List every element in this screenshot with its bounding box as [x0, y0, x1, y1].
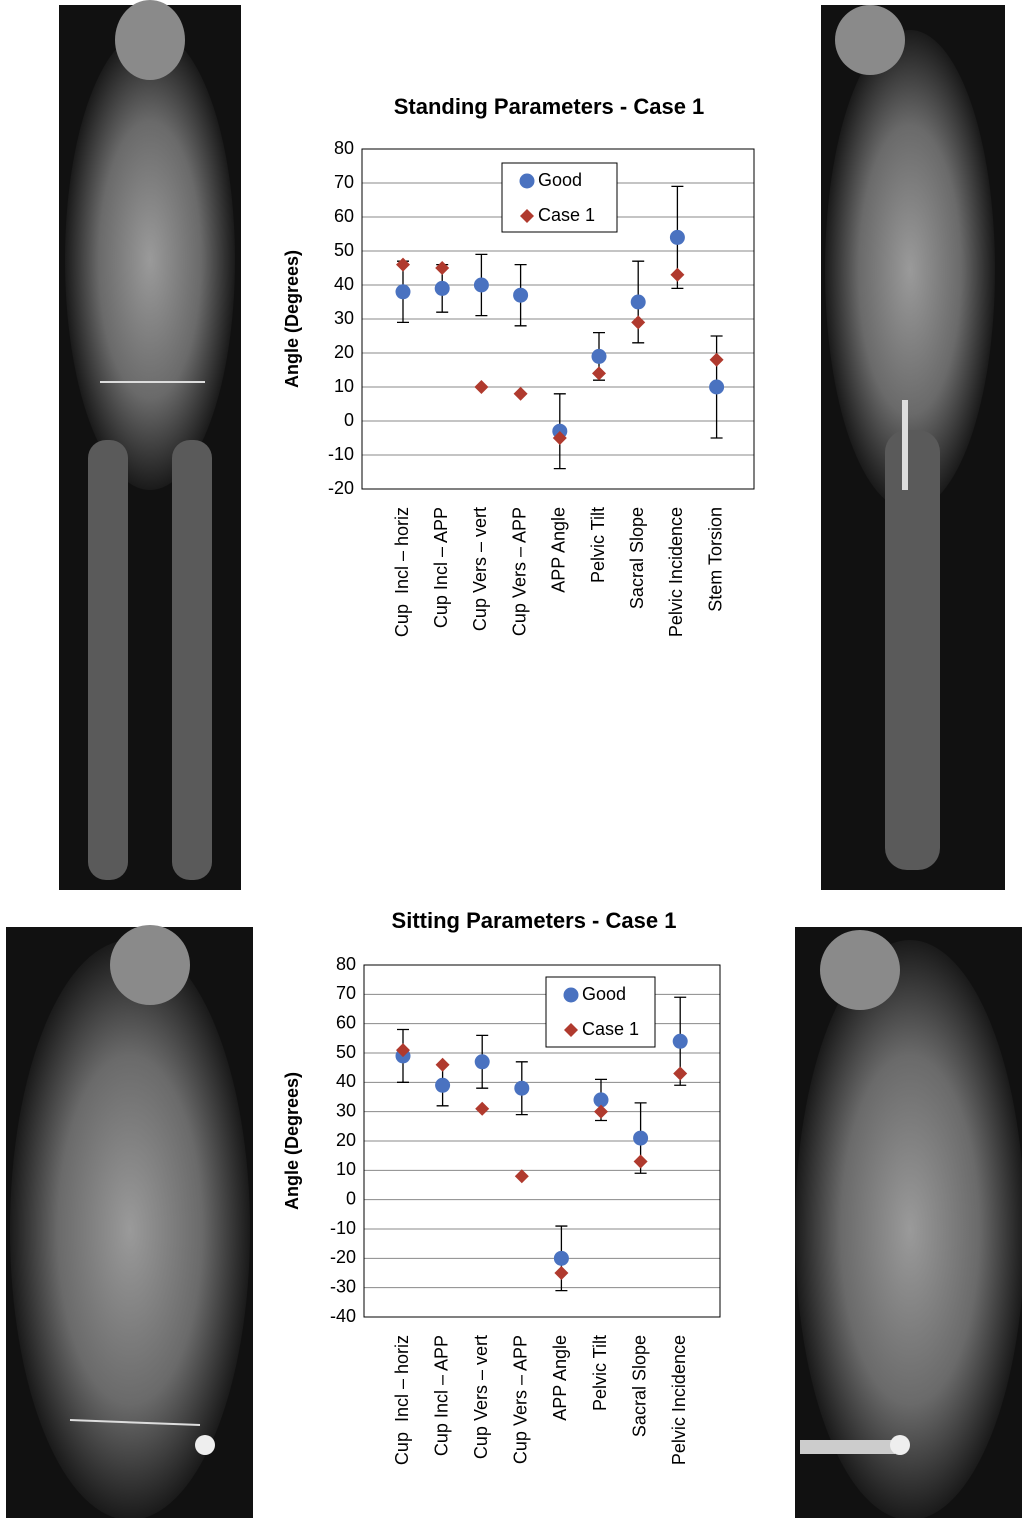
data-point [552, 431, 567, 445]
data-point [473, 277, 489, 293]
legend-label: Case 1 [582, 1019, 639, 1039]
y-tick-label: -20 [328, 478, 354, 498]
x-tick-label: Cup Incl – horiz [392, 507, 412, 637]
chart-title: Standing Parameters - Case 1 [394, 94, 705, 119]
y-tick-label: 30 [336, 1100, 356, 1120]
chart-title: Sitting Parameters - Case 1 [392, 908, 677, 933]
data-point [520, 209, 534, 223]
data-point [709, 379, 725, 395]
y-tick-label: 10 [336, 1159, 356, 1179]
legend-label: Good [538, 170, 582, 190]
data-point [564, 1023, 578, 1037]
data-point [709, 352, 724, 367]
data-point [396, 1043, 410, 1058]
y-tick-label: 0 [344, 410, 354, 430]
data-point [474, 380, 489, 394]
x-tick-label: Cup Vers – vert [471, 1335, 491, 1459]
data-point [630, 294, 646, 310]
y-tick-label: 80 [334, 138, 354, 158]
x-tick-label: Cup Vers – APP [511, 1335, 531, 1464]
y-tick-label: 50 [334, 240, 354, 260]
x-tick-label: Sacral Slope [629, 1335, 649, 1437]
data-point [670, 267, 685, 282]
legend-box [501, 162, 618, 233]
y-tick-label: 60 [336, 1012, 356, 1032]
chart: Standing Parameters - Case 1 Angle (Degre… [282, 94, 755, 637]
data-point [475, 1101, 490, 1116]
x-tick-label: Stem Torsion [705, 507, 725, 612]
x-tick-label: Cup Incl – horiz [392, 1335, 412, 1465]
y-tick-label: -10 [328, 444, 354, 464]
data-point [563, 987, 579, 1003]
data-point [513, 386, 528, 401]
xray-side-sitting [795, 927, 1022, 1518]
y-axis-title: Angle (Degrees) [282, 250, 302, 388]
data-point [631, 315, 646, 330]
legend-label: Good [582, 984, 626, 1004]
y-tick-label: 40 [336, 1071, 356, 1091]
data-point [513, 287, 529, 303]
legend-label: Case 1 [538, 205, 595, 225]
legend-box [545, 976, 656, 1048]
data-point [514, 1080, 530, 1096]
chart: Sitting Parameters - Case 1 Angle (Degree… [282, 908, 721, 1465]
data-point [553, 1250, 569, 1266]
data-point [435, 261, 450, 275]
y-tick-label: -30 [330, 1276, 356, 1296]
data-point [591, 348, 607, 364]
xray-side-standing [821, 5, 1005, 890]
x-tick-label: Pelvic Incidence [666, 507, 686, 637]
y-tick-label: 20 [336, 1130, 356, 1150]
data-point [669, 229, 685, 245]
x-tick-label: APP Angle [550, 1335, 570, 1421]
y-tick-label: 70 [334, 172, 354, 192]
xray-front-sitting [6, 925, 253, 1518]
x-tick-label: Cup Incl – APP [431, 1335, 451, 1456]
x-tick-label: Pelvic Tilt [588, 507, 608, 583]
data-point [435, 1057, 450, 1072]
y-tick-label: 80 [336, 954, 356, 974]
data-point [519, 173, 535, 189]
x-tick-label: Pelvic Incidence [669, 1335, 689, 1465]
data-point [395, 284, 411, 300]
data-point [672, 1033, 688, 1049]
x-tick-label: Cup Incl – APP [431, 507, 451, 628]
xray-front-standing [59, 0, 241, 890]
y-tick-label: -20 [330, 1247, 356, 1267]
data-point [514, 1169, 529, 1184]
y-tick-label: 40 [334, 274, 354, 294]
data-point [593, 1092, 609, 1108]
data-point [435, 1077, 451, 1093]
y-axis-title: Angle (Degrees) [282, 1072, 302, 1210]
data-point [673, 1066, 688, 1081]
x-tick-label: Cup Vers – vert [470, 507, 490, 631]
x-tick-label: Sacral Slope [627, 507, 647, 609]
plot-frame [361, 148, 755, 490]
y-tick-label: -10 [330, 1218, 356, 1238]
data-point [633, 1154, 648, 1169]
y-tick-label: 10 [334, 376, 354, 396]
data-point [633, 1130, 649, 1146]
plot-frame [363, 964, 721, 1318]
y-tick-label: 70 [336, 983, 356, 1003]
data-point [474, 1054, 490, 1070]
y-tick-label: -40 [330, 1306, 356, 1326]
y-tick-label: 0 [346, 1188, 356, 1208]
y-tick-label: 60 [334, 206, 354, 226]
data-point [554, 1266, 569, 1280]
x-tick-label: Pelvic Tilt [590, 1335, 610, 1411]
y-tick-label: 30 [334, 308, 354, 328]
x-tick-label: Cup Vers – APP [509, 507, 529, 636]
data-point [592, 366, 606, 381]
y-tick-label: 20 [334, 342, 354, 362]
x-tick-label: APP Angle [549, 507, 569, 593]
data-point [434, 280, 450, 296]
y-tick-label: 50 [336, 1042, 356, 1062]
data-point [396, 257, 410, 272]
data-point [594, 1104, 608, 1119]
